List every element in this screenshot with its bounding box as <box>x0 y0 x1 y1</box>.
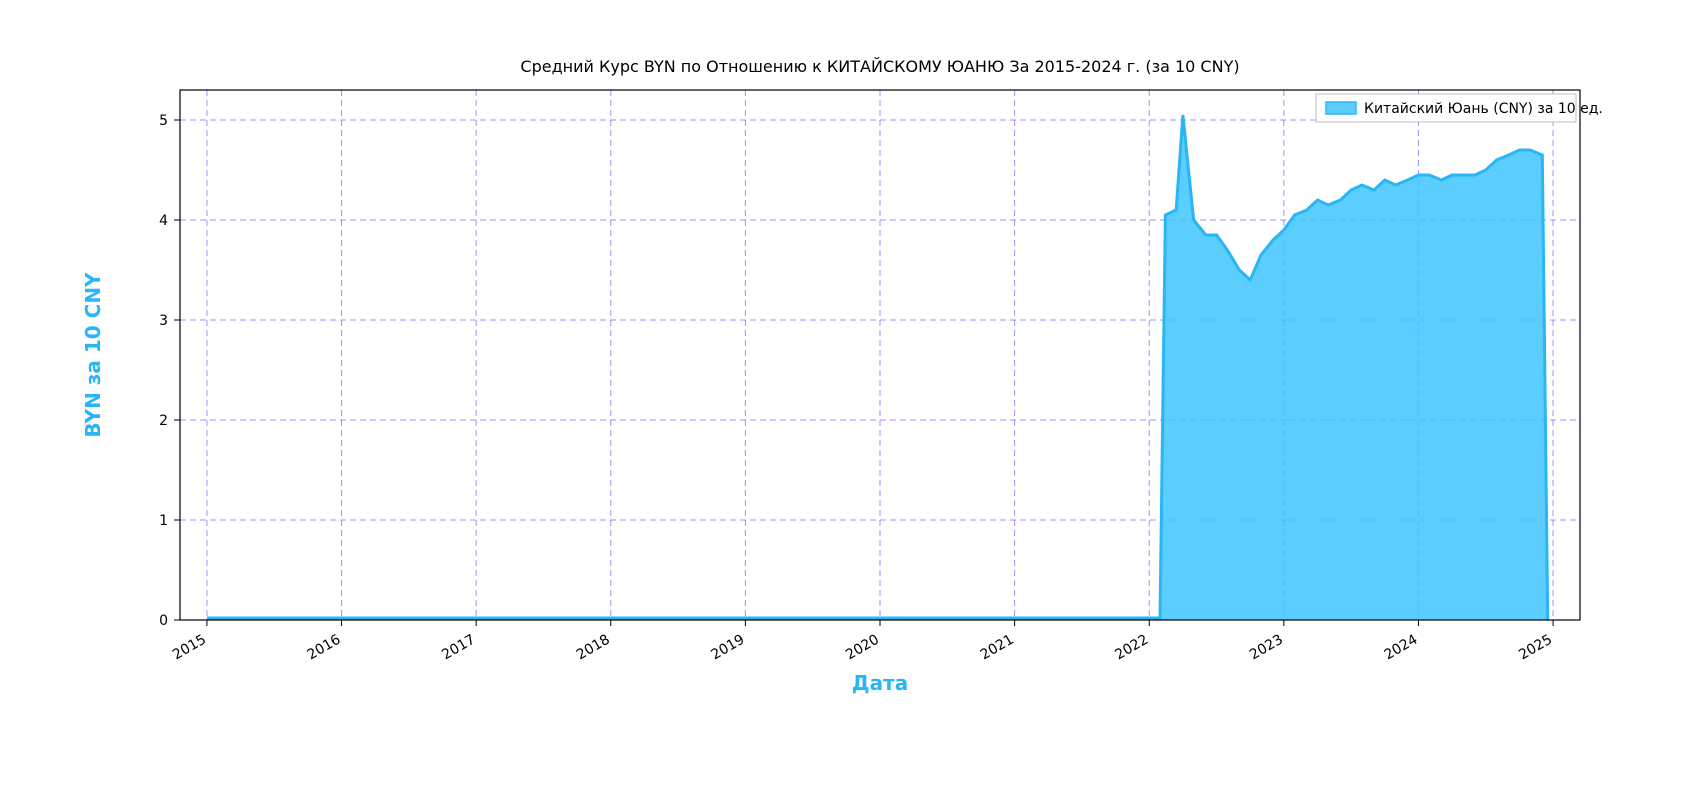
xtick-label: 2022 <box>1112 632 1151 664</box>
chart-container: 2015201620172018201920202021202220232024… <box>0 0 1700 800</box>
x-axis-label: Дата <box>852 671 908 695</box>
legend-swatch <box>1326 102 1356 114</box>
chart-svg: 2015201620172018201920202021202220232024… <box>0 0 1700 800</box>
ytick-label: 2 <box>159 413 168 429</box>
chart-title: Средний Курс BYN по Отношению к КИТАЙСКО… <box>520 57 1239 76</box>
xtick-label: 2019 <box>709 632 748 664</box>
ytick-label: 0 <box>159 613 168 629</box>
ytick-label: 5 <box>159 113 168 129</box>
xtick-label: 2016 <box>305 632 344 664</box>
ytick-label: 4 <box>159 213 168 229</box>
xtick-label: 2020 <box>843 632 882 664</box>
xtick-label: 2024 <box>1382 632 1421 664</box>
ytick-label: 1 <box>159 513 168 529</box>
xtick-label: 2023 <box>1247 632 1286 664</box>
xtick-label: 2015 <box>170 632 209 664</box>
xtick-label: 2025 <box>1516 632 1555 664</box>
ytick-label: 3 <box>159 313 168 329</box>
xtick-label: 2021 <box>978 632 1017 664</box>
legend-label: Китайский Юань (CNY) за 10 ед. <box>1364 101 1603 117</box>
xtick-label: 2017 <box>439 632 478 664</box>
y-axis-label: BYN за 10 CNY <box>81 272 105 438</box>
xtick-label: 2018 <box>574 632 613 664</box>
